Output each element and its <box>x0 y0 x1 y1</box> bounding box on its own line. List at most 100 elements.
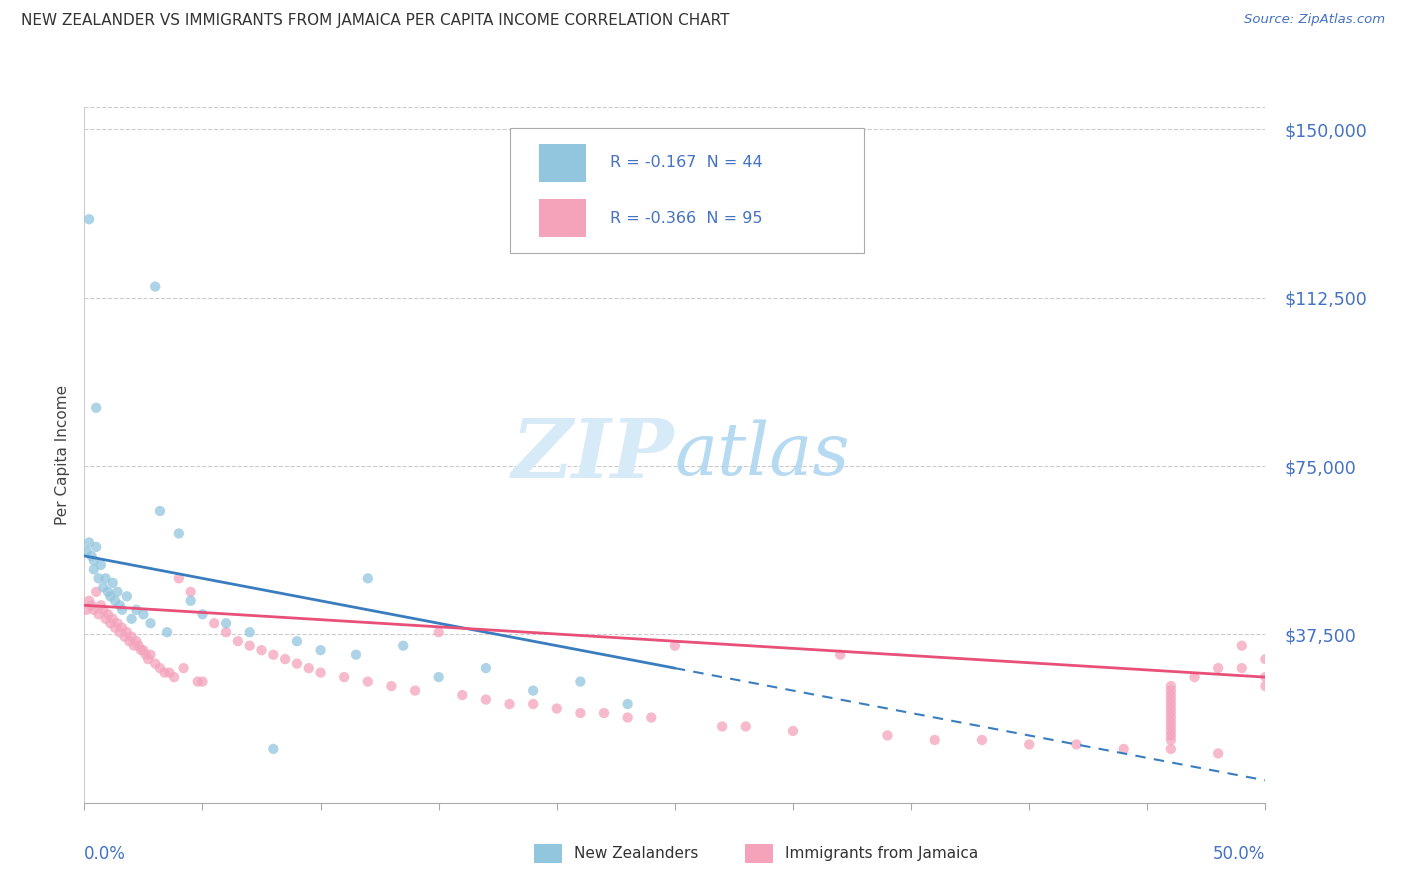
Point <box>98 590 121 604</box>
Point <box>104 621 127 635</box>
Point <box>1206 661 1229 675</box>
Point <box>111 603 134 617</box>
Point <box>1160 733 1182 747</box>
Point <box>380 679 402 693</box>
Point <box>132 643 155 657</box>
Point <box>1160 692 1182 706</box>
Point <box>143 657 166 671</box>
Point <box>108 599 131 613</box>
Point <box>1112 742 1135 756</box>
Point <box>83 603 105 617</box>
Point <box>309 643 332 657</box>
Point <box>97 607 120 622</box>
Text: R = -0.167  N = 44: R = -0.167 N = 44 <box>610 155 762 170</box>
Point <box>121 630 143 644</box>
Point <box>125 603 148 617</box>
Point <box>91 580 114 594</box>
Point <box>640 710 662 724</box>
Text: Source: ZipAtlas.com: Source: ZipAtlas.com <box>1244 13 1385 27</box>
Point <box>87 571 110 585</box>
Point <box>239 625 262 640</box>
Point <box>239 639 262 653</box>
Point <box>118 634 141 648</box>
Point <box>876 729 898 743</box>
Point <box>136 652 159 666</box>
Point <box>664 639 686 653</box>
Point <box>76 544 98 558</box>
Point <box>569 706 592 720</box>
Point <box>711 719 734 733</box>
Point <box>262 648 284 662</box>
Point <box>90 558 112 572</box>
Point <box>121 612 143 626</box>
Point <box>1160 719 1182 733</box>
Point <box>250 643 273 657</box>
Point <box>1160 742 1182 756</box>
Point <box>274 652 297 666</box>
FancyBboxPatch shape <box>538 199 586 237</box>
Point <box>298 661 321 675</box>
Point <box>83 553 105 567</box>
Point <box>149 661 172 675</box>
Point <box>135 648 157 662</box>
Point <box>77 594 100 608</box>
Point <box>392 639 415 653</box>
Point <box>569 674 592 689</box>
Point <box>97 584 120 599</box>
Point <box>132 607 155 622</box>
Point <box>167 571 190 585</box>
Point <box>262 742 284 756</box>
Point <box>1160 714 1182 729</box>
Point <box>84 540 107 554</box>
Point <box>1160 729 1182 743</box>
Point <box>90 599 112 613</box>
Point <box>180 584 202 599</box>
Point <box>114 630 136 644</box>
Point <box>84 584 107 599</box>
Point <box>215 625 238 640</box>
Point <box>191 674 214 689</box>
Point <box>91 603 114 617</box>
Text: ZIP: ZIP <box>512 415 675 495</box>
Point <box>80 549 103 563</box>
Point <box>475 692 498 706</box>
Point <box>1160 688 1182 702</box>
FancyBboxPatch shape <box>509 128 863 253</box>
Point <box>427 625 450 640</box>
Point <box>153 665 176 680</box>
Point <box>143 279 166 293</box>
Y-axis label: Per Capita Income: Per Capita Income <box>55 384 70 525</box>
Text: New Zealanders: New Zealanders <box>574 847 697 861</box>
Point <box>546 701 568 715</box>
Text: 50.0%: 50.0% <box>1213 845 1265 863</box>
Point <box>1160 697 1182 711</box>
Point <box>522 683 544 698</box>
Point <box>1230 639 1253 653</box>
Point <box>593 706 616 720</box>
Point <box>125 634 148 648</box>
Point <box>139 616 162 631</box>
Point <box>107 616 129 631</box>
Point <box>98 616 121 631</box>
Point <box>1230 661 1253 675</box>
Point <box>94 612 117 626</box>
Point <box>782 723 804 738</box>
Point <box>180 594 202 608</box>
Point <box>139 648 162 662</box>
Point <box>309 665 332 680</box>
FancyBboxPatch shape <box>538 144 586 182</box>
Point <box>616 697 638 711</box>
Point <box>830 648 852 662</box>
Point <box>285 657 308 671</box>
Point <box>77 535 100 549</box>
Point <box>202 616 225 631</box>
Point <box>187 674 209 689</box>
Point <box>404 683 426 698</box>
Point <box>149 504 172 518</box>
Point <box>285 634 308 648</box>
Point <box>107 584 129 599</box>
Point <box>924 733 946 747</box>
Point <box>734 719 756 733</box>
Point <box>1160 701 1182 715</box>
Point <box>333 670 356 684</box>
